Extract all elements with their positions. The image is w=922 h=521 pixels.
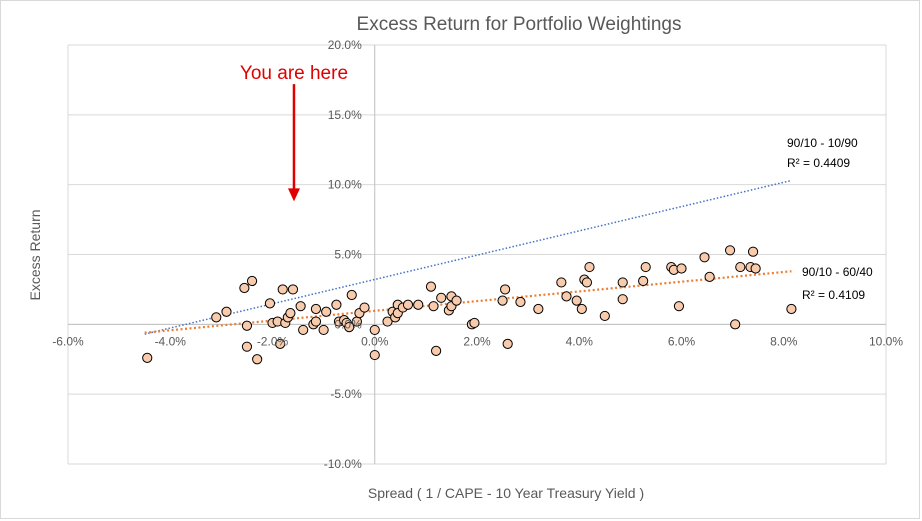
- y-tick-label-2: 0.0%: [334, 317, 362, 331]
- data-point-21: [310, 303, 322, 315]
- data-point-35: [382, 316, 393, 327]
- data-point-75: [704, 271, 715, 282]
- trendline-0: [144, 179, 792, 335]
- x-axis-title: Spread ( 1 / CAPE - 10 Year Treasury Yie…: [368, 485, 644, 501]
- data-point-72: [673, 301, 685, 312]
- trendline-name-1: 90/10 - 60/40: [802, 265, 873, 279]
- data-point-15: [285, 308, 296, 319]
- data-point-23: [321, 306, 332, 317]
- data-point-78: [735, 261, 746, 273]
- data-point-50: [451, 295, 462, 306]
- x-tick-label-4: 2.0%: [463, 334, 491, 348]
- data-point-11: [275, 338, 286, 349]
- x-tick-label-3: 0.0%: [361, 334, 389, 348]
- x-tick-label-8: 10.0%: [869, 334, 903, 348]
- data-points: [142, 245, 797, 365]
- data-point-68: [638, 275, 649, 287]
- y-tick-label-0: -10.0%: [324, 457, 362, 471]
- data-point-63: [581, 277, 593, 288]
- x-tick-label-6: 6.0%: [668, 334, 696, 348]
- y-tick-label-5: 15.0%: [328, 108, 362, 122]
- data-point-29: [346, 289, 357, 301]
- y-tick-label-4: 10.0%: [328, 178, 362, 192]
- gridlines: [67, 44, 887, 465]
- annotation: You are here: [240, 63, 348, 202]
- data-point-20: [310, 316, 322, 327]
- data-point-0: [142, 352, 153, 363]
- data-point-5: [241, 341, 253, 352]
- data-point-82: [786, 303, 797, 315]
- x-tick-label-1: -4.0%: [155, 334, 187, 348]
- data-point-65: [599, 310, 610, 322]
- x-tick-label-2: -2.0%: [257, 334, 289, 348]
- data-point-69: [640, 261, 651, 273]
- data-point-22: [318, 324, 329, 336]
- data-point-67: [617, 294, 628, 305]
- annotation-text: You are here: [240, 63, 348, 84]
- data-point-74: [699, 252, 710, 263]
- data-point-73: [676, 263, 687, 274]
- y-tick-label-3: 5.0%: [334, 248, 362, 262]
- data-point-32: [359, 302, 370, 313]
- data-point-4: [241, 320, 253, 331]
- x-tick-label-7: 8.0%: [770, 334, 798, 348]
- data-point-59: [561, 291, 572, 302]
- data-point-54: [500, 284, 511, 295]
- x-tick-label-0: -6.0%: [52, 334, 84, 348]
- data-point-76: [724, 245, 736, 256]
- trendline-labels: 90/10 - 10/90 R² = 0.4409 90/10 - 60/40 R² …: [787, 136, 873, 302]
- data-point-61: [576, 303, 587, 315]
- data-point-1: [211, 312, 222, 323]
- data-point-55: [502, 338, 513, 349]
- y-tick-label-6: 20.0%: [328, 38, 362, 52]
- data-point-43: [425, 281, 437, 292]
- trendline-r2-1: R² = 0.4109: [802, 288, 865, 302]
- data-point-34: [369, 349, 380, 361]
- data-point-81: [750, 263, 761, 274]
- y-tick-label-1: -5.0%: [330, 387, 362, 401]
- data-point-17: [295, 301, 306, 312]
- data-point-8: [264, 298, 276, 309]
- data-point-28: [344, 322, 355, 333]
- data-point-60: [571, 295, 582, 306]
- data-point-42: [413, 299, 424, 310]
- data-point-56: [515, 296, 526, 308]
- data-point-52: [469, 317, 480, 329]
- data-point-16: [287, 284, 299, 295]
- data-point-18: [298, 324, 309, 336]
- y-tick-labels: -10.0% -5.0% 0.0% 5.0% 10.0% 15.0% 20.0%: [324, 38, 362, 471]
- data-point-45: [431, 345, 442, 356]
- data-point-6: [246, 275, 258, 287]
- data-point-66: [617, 277, 628, 288]
- data-point-12: [277, 284, 288, 295]
- data-point-41: [402, 299, 414, 310]
- data-point-2: [221, 306, 232, 317]
- y-axis-title: Excess Return: [27, 209, 43, 300]
- data-point-7: [252, 354, 263, 365]
- data-point-57: [533, 303, 544, 315]
- data-point-58: [556, 277, 567, 288]
- data-point-64: [584, 261, 595, 273]
- data-point-3: [239, 282, 250, 294]
- trendline-name-0: 90/10 - 10/90: [787, 136, 858, 150]
- x-tick-labels: -6.0% -4.0% -2.0% 0.0% 2.0% 4.0% 6.0% 8.0% 10.0%: [52, 334, 903, 348]
- data-point-33: [369, 324, 380, 336]
- annotation-arrow-head: [287, 188, 300, 202]
- data-point-24: [331, 299, 342, 310]
- data-point-53: [497, 295, 508, 306]
- data-point-77: [730, 319, 741, 330]
- trendline-r2-0: R² = 0.4409: [787, 156, 850, 170]
- chart-title: Excess Return for Portfolio Weightings: [357, 14, 682, 35]
- trendlines: [144, 179, 792, 335]
- data-point-44: [428, 301, 439, 312]
- data-point-46: [436, 292, 447, 303]
- trendline-1: [144, 270, 792, 334]
- data-point-80: [747, 246, 759, 257]
- x-tick-label-5: 4.0%: [566, 334, 594, 348]
